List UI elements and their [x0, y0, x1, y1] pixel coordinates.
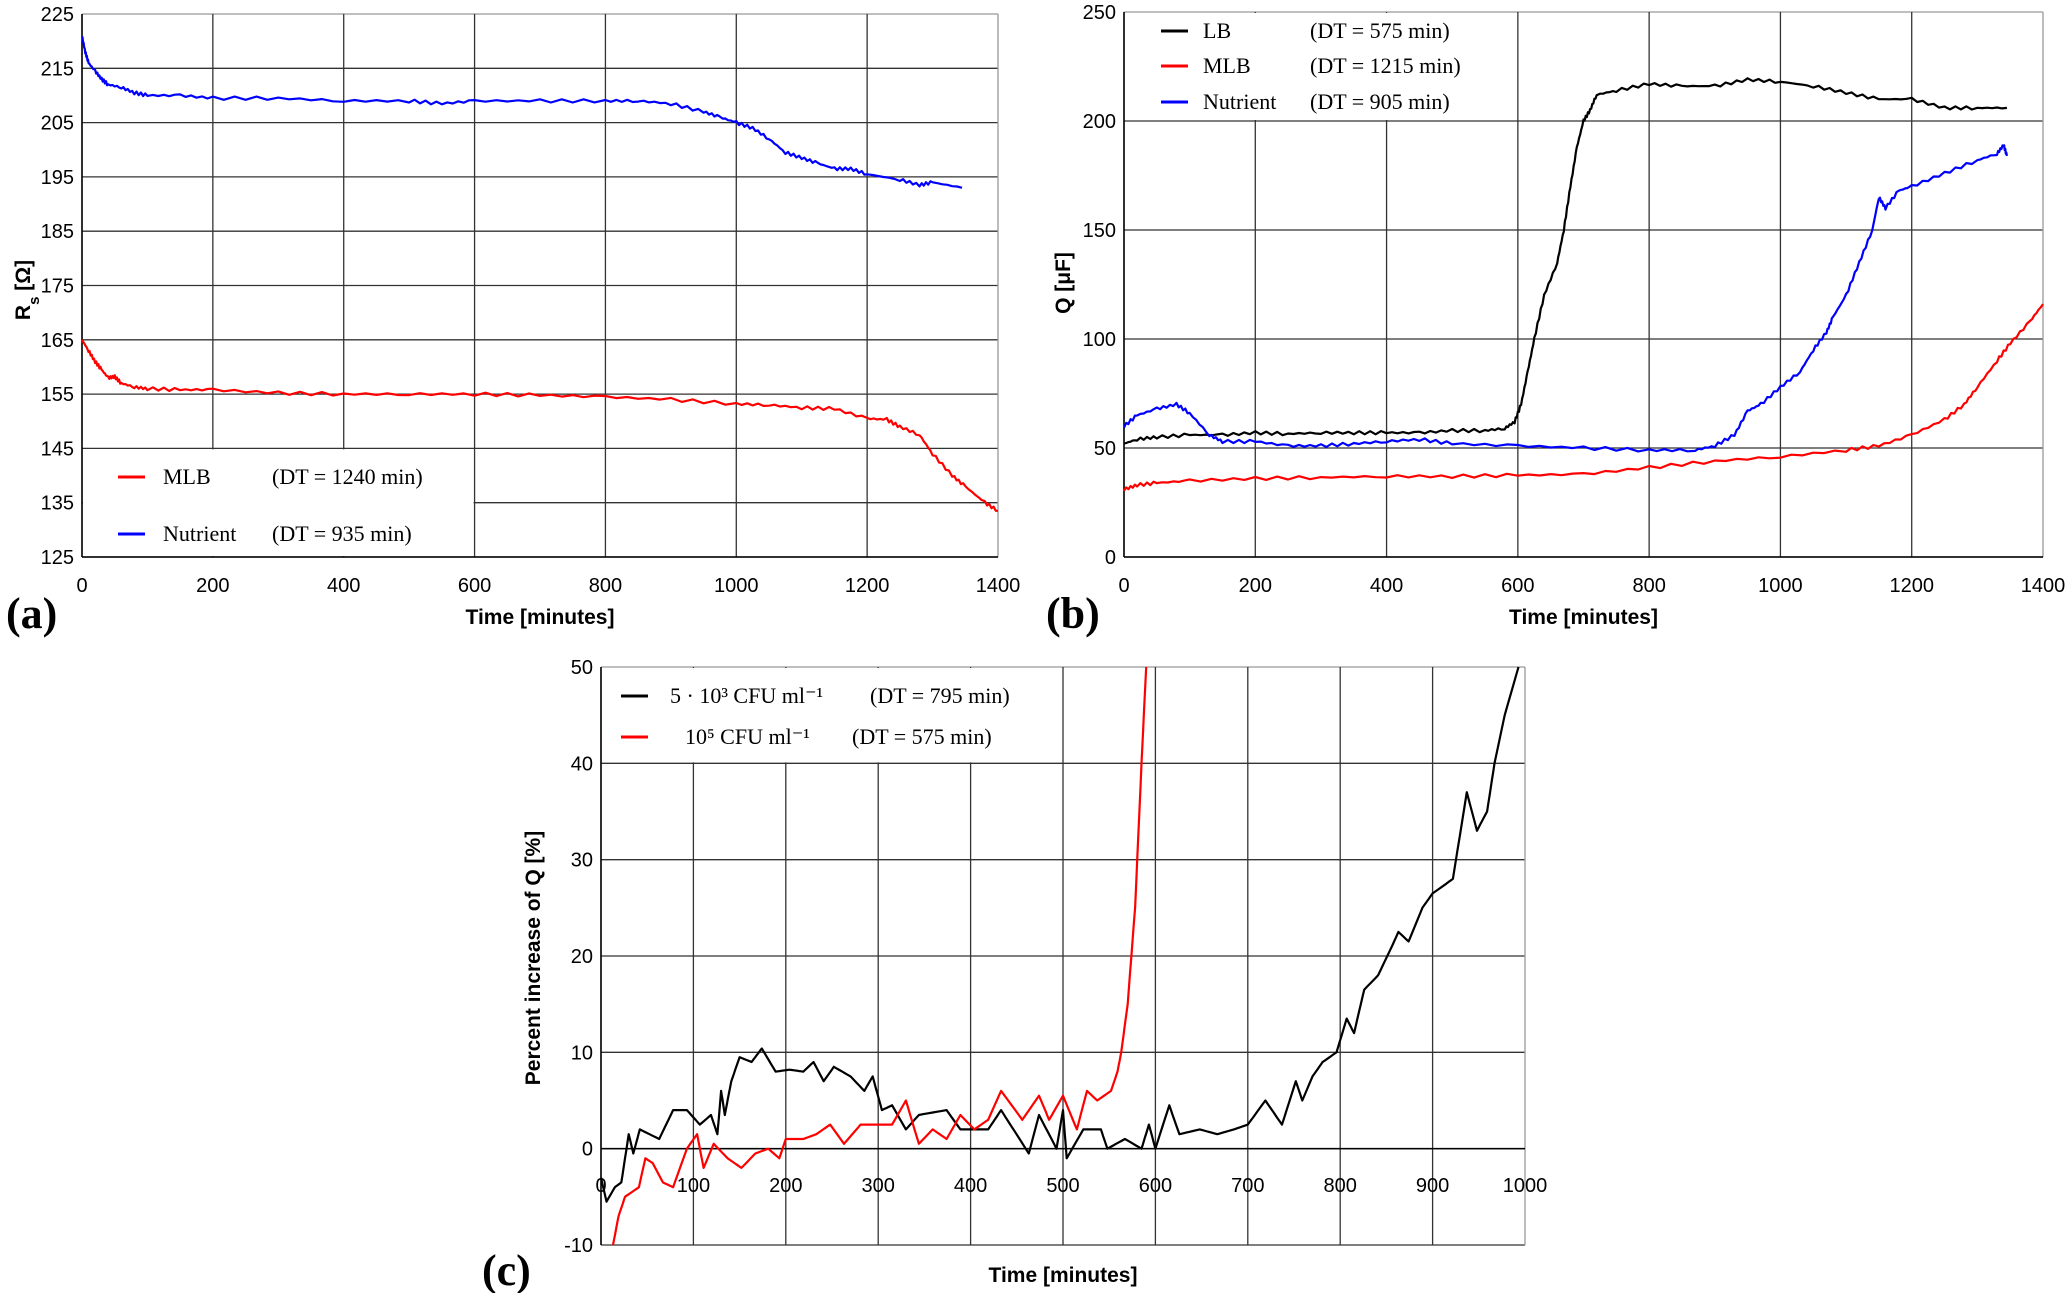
y-axis-title: Percent increase of Q [%] [522, 831, 545, 1085]
y-axis-title-rest: [Ω] [12, 260, 35, 297]
y-axis-title-sub: s [26, 297, 43, 305]
x-tick-label: 100 [677, 1175, 710, 1197]
y-tick-label: 185 [41, 221, 74, 243]
legend-label: Nutrient [163, 521, 236, 546]
chart-panel-b: 0 50 100 150 200 250 0 200 400 600 800 1000 1200 1400… [1046, 2, 2065, 638]
series-line-1 [1123, 303, 2044, 492]
x-tick-label: 0 [76, 575, 87, 597]
x-tick-label: 1200 [845, 575, 890, 597]
x-tick-label: 500 [1046, 1175, 1079, 1197]
legend-dt: (DT = 575 min) [1310, 18, 1450, 43]
x-tick-label: 200 [196, 575, 229, 597]
y-tick-label: 165 [41, 330, 74, 352]
x-tick-label: 400 [327, 575, 360, 597]
x-tick-label: 600 [1139, 1175, 1172, 1197]
y-tick-label: 155 [41, 384, 74, 406]
legend-dt: (DT = 935 min) [272, 521, 412, 546]
legend-dt: (DT = 795 min) [870, 683, 1010, 708]
y-tick-label: 200 [1083, 111, 1116, 133]
y-tick-label: -10 [564, 1235, 593, 1257]
y-tick-label: 145 [41, 438, 74, 460]
series-line-0 [81, 339, 998, 512]
y-tick-label: 20 [571, 946, 593, 968]
legend-label: MLB [1203, 53, 1251, 78]
legend-label: LB [1203, 18, 1231, 43]
x-tick-label: 300 [862, 1175, 895, 1197]
series-line-2 [1123, 144, 2008, 453]
x-tick-label: 1000 [1758, 575, 1803, 597]
y-tick-label: 150 [1083, 220, 1116, 242]
legend-label: 5 · 10³ CFU ml⁻¹ [670, 683, 823, 708]
panel-label: (a) [6, 589, 57, 638]
legend-box [1125, 13, 1517, 120]
x-tick-label: 800 [1632, 575, 1665, 597]
x-tick-label: 800 [1324, 1175, 1357, 1197]
series-line-0 [1123, 77, 2008, 445]
x-tick-label: 1000 [714, 575, 759, 597]
y-axis-title: Rs [Ω] [12, 260, 43, 320]
legend-box [83, 449, 474, 556]
series-line-1 [81, 35, 963, 189]
x-tick-label: 900 [1416, 1175, 1449, 1197]
y-tick-label: 125 [41, 547, 74, 569]
y-tick-label: 135 [41, 493, 74, 515]
legend-dt: (DT = 1215 min) [1310, 53, 1461, 78]
panel-label: (c) [482, 1246, 531, 1293]
chart-panel-a: 125 135 145 155 165 175 185 195 205 215 225 0 200 400… [6, 4, 1020, 638]
series-line-0 [599, 666, 1520, 1203]
x-tick-label: 1000 [1503, 1175, 1548, 1197]
x-axis-title: Time [minutes] [989, 1264, 1138, 1287]
y-tick-label: 195 [41, 167, 74, 189]
y-tick-label: 225 [41, 4, 74, 26]
y-tick-label: 50 [571, 657, 593, 679]
y-axis-title-base: Q [μF] [1052, 252, 1075, 314]
legend-dt: (DT = 1240 min) [272, 464, 423, 489]
x-tick-label: 400 [1370, 575, 1403, 597]
series-line-1 [611, 666, 1148, 1246]
y-axis-title: Q [μF] [1052, 252, 1075, 314]
legend-dt: (DT = 575 min) [852, 724, 992, 749]
y-tick-label: 100 [1083, 329, 1116, 351]
x-tick-label: 600 [1501, 575, 1534, 597]
x-axis-title: Time [minutes] [466, 606, 615, 629]
chart-panel-c: -100102030405001002003004005006007008009… [482, 657, 1547, 1293]
x-tick-label: 1200 [1889, 575, 1934, 597]
x-tick-label: 1400 [2021, 575, 2066, 597]
legend-box [602, 668, 1053, 763]
legend-label: 10⁵ CFU ml⁻¹ [685, 724, 810, 749]
y-tick-label: 215 [41, 58, 74, 80]
y-axis-title-base: R [12, 305, 35, 320]
panel-label: (b) [1046, 589, 1100, 638]
x-axis-title: Time [minutes] [1509, 606, 1658, 629]
legend-label: MLB [163, 464, 211, 489]
y-tick-label: 205 [41, 113, 74, 135]
x-tick-label: 200 [769, 1175, 802, 1197]
y-tick-label: 0 [582, 1139, 593, 1161]
y-tick-label: 10 [571, 1042, 593, 1064]
y-tick-label: 30 [571, 850, 593, 872]
y-tick-label: 250 [1083, 2, 1116, 24]
y-tick-label: 50 [1094, 438, 1116, 460]
x-tick-label: 200 [1239, 575, 1272, 597]
x-tick-label: 700 [1231, 1175, 1264, 1197]
y-tick-label: 40 [571, 753, 593, 775]
y-axis-title-base: Percent increase of Q [%] [522, 831, 545, 1085]
x-tick-label: 0 [1118, 575, 1129, 597]
x-tick-label: 800 [589, 575, 622, 597]
y-tick-label: 0 [1105, 547, 1116, 569]
x-tick-label: 400 [954, 1175, 987, 1197]
x-tick-label: 600 [458, 575, 491, 597]
y-tick-label: 175 [41, 276, 74, 298]
x-tick-label: 1400 [976, 575, 1021, 597]
legend-dt: (DT = 905 min) [1310, 89, 1450, 114]
legend-label: Nutrient [1203, 89, 1276, 114]
